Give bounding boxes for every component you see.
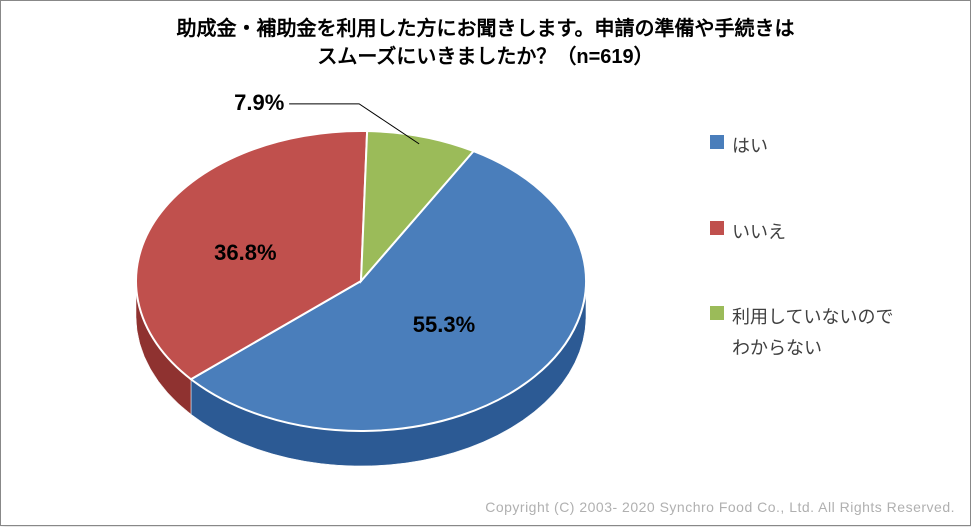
- legend-swatch-no: [710, 221, 724, 235]
- legend: はい いいえ 利用していないのでわからない: [710, 131, 930, 418]
- legend-item-unknown: 利用していないのでわからない: [710, 302, 930, 363]
- chart-container: 助成金・補助金を利用した方にお聞きします。申請の準備や手続きは スムーズにいきま…: [0, 0, 971, 526]
- legend-item-yes: はい: [710, 131, 930, 162]
- legend-label-no: いいえ: [732, 217, 786, 248]
- legend-swatch-unknown: [710, 306, 724, 320]
- legend-label-unknown: 利用していないのでわからない: [732, 302, 893, 363]
- legend-label-yes: はい: [732, 131, 768, 162]
- legend-swatch-yes: [710, 135, 724, 149]
- legend-item-no: いいえ: [710, 217, 930, 248]
- copyright-text: Copyright (C) 2003- 2020 Synchro Food Co…: [485, 499, 955, 515]
